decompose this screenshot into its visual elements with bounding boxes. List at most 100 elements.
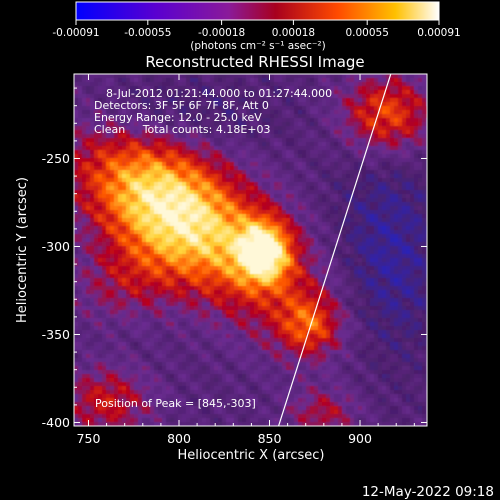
heat-cell xyxy=(178,78,183,83)
heat-cell xyxy=(322,154,327,159)
heat-cell xyxy=(226,294,231,299)
heat-cell xyxy=(266,214,271,219)
heat-cell xyxy=(238,218,243,223)
heat-cell xyxy=(138,274,143,279)
heat-cell xyxy=(334,102,339,107)
heat-cell xyxy=(390,234,395,239)
heat-cell xyxy=(190,190,195,195)
heat-cell xyxy=(94,226,99,231)
heat-cell xyxy=(390,218,395,223)
heat-cell xyxy=(370,82,375,87)
heat-cell xyxy=(218,210,223,215)
heat-cell xyxy=(90,138,95,143)
heat-cell xyxy=(294,270,299,275)
heat-cell xyxy=(78,102,83,107)
heat-cell xyxy=(82,230,87,235)
heat-cell xyxy=(326,146,331,151)
heat-cell xyxy=(74,266,79,271)
heat-cell xyxy=(250,234,255,239)
heat-cell xyxy=(234,238,239,243)
heat-cell xyxy=(358,218,363,223)
heat-cell xyxy=(278,98,283,103)
heat-cell xyxy=(310,74,315,79)
heat-cell xyxy=(322,106,327,111)
heat-cell xyxy=(398,266,403,271)
heat-cell xyxy=(198,178,203,183)
heat-cell xyxy=(338,294,343,299)
heat-cell xyxy=(350,154,355,159)
heat-cell xyxy=(190,270,195,275)
heat-cell xyxy=(138,226,143,231)
heat-cell xyxy=(94,270,99,275)
heat-cell xyxy=(230,90,235,95)
heat-cell xyxy=(170,214,175,219)
heat-cell xyxy=(298,214,303,219)
heat-cell xyxy=(158,266,163,271)
heat-cell xyxy=(122,274,127,279)
heat-cell xyxy=(270,98,275,103)
heat-cell xyxy=(354,190,359,195)
heat-cell xyxy=(118,218,123,223)
heat-cell xyxy=(202,282,207,287)
heat-cell xyxy=(266,118,271,123)
heat-cell xyxy=(274,166,279,171)
heat-cell xyxy=(290,282,295,287)
heat-cell xyxy=(154,118,159,123)
heat-cell xyxy=(126,130,131,135)
heat-cell xyxy=(306,130,311,135)
heat-cell xyxy=(130,86,135,91)
heat-cell xyxy=(118,158,123,163)
heat-cell xyxy=(78,146,83,151)
heat-cell xyxy=(242,102,247,107)
heat-cell xyxy=(402,154,407,159)
heat-cell xyxy=(130,218,135,223)
heat-cell xyxy=(298,254,303,259)
heat-cell xyxy=(190,102,195,107)
heat-cell xyxy=(362,270,367,275)
heat-cell xyxy=(374,150,379,155)
heat-cell xyxy=(138,266,143,271)
heat-cell xyxy=(178,98,183,103)
heat-cell xyxy=(318,102,323,107)
heat-cell xyxy=(322,190,327,195)
heat-cell xyxy=(186,202,191,207)
heat-cell xyxy=(346,154,351,159)
heat-cell xyxy=(318,198,323,203)
heat-cell xyxy=(198,270,203,275)
heat-cell xyxy=(410,198,415,203)
heat-cell xyxy=(178,210,183,215)
heat-cell xyxy=(190,242,195,247)
heat-cell xyxy=(242,258,247,263)
heat-cell xyxy=(374,230,379,235)
heat-cell xyxy=(198,194,203,199)
heat-cell xyxy=(282,238,287,243)
heat-cell xyxy=(282,278,287,283)
heat-cell xyxy=(270,166,275,171)
heat-cell xyxy=(194,150,199,155)
heat-cell xyxy=(422,190,427,195)
heat-cell xyxy=(110,258,115,263)
heat-cell xyxy=(250,150,255,155)
heat-cell xyxy=(286,278,291,283)
heat-cell xyxy=(346,174,351,179)
heat-cell xyxy=(334,174,339,179)
heat-cell xyxy=(178,186,183,191)
heat-cell xyxy=(402,206,407,211)
heat-cell xyxy=(282,158,287,163)
heat-cell xyxy=(102,194,107,199)
heat-cell xyxy=(98,94,103,99)
heat-cell xyxy=(234,178,239,183)
heat-cell xyxy=(350,214,355,219)
heat-cell xyxy=(358,114,363,119)
heat-cell xyxy=(206,226,211,231)
heat-cell xyxy=(186,230,191,235)
heat-cell xyxy=(118,262,123,267)
heat-cell xyxy=(142,250,147,255)
heat-cell xyxy=(258,134,263,139)
heat-cell xyxy=(226,86,231,91)
heat-cell xyxy=(298,194,303,199)
heat-cell xyxy=(254,282,259,287)
heat-cell xyxy=(182,230,187,235)
heat-cell xyxy=(346,226,351,231)
heat-cell xyxy=(262,154,267,159)
